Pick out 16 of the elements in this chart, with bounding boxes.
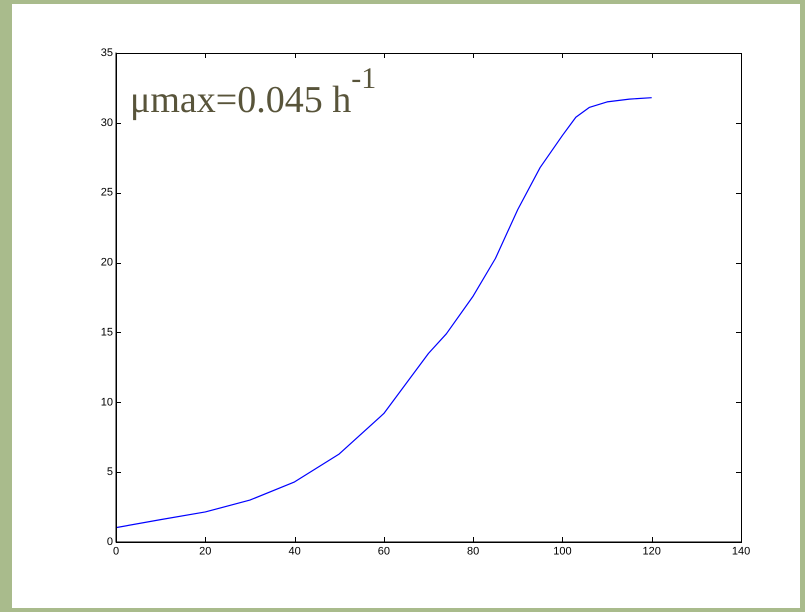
x-tick-label: 140: [732, 546, 750, 558]
annotation: μmax=0.045 h$^{-1}$: [130, 62, 376, 122]
x-tick-label: 80: [467, 546, 480, 558]
x-tick-label: 40: [288, 546, 301, 558]
y-tick-label: 0: [106, 536, 113, 548]
y-tick-label: 25: [100, 186, 113, 199]
y-tick-label: 5: [106, 466, 113, 478]
y-tick-label: 15: [100, 326, 113, 338]
x-tick-label: 120: [642, 546, 661, 558]
y-tick-label: 30: [100, 116, 113, 129]
x-tick-label: 20: [199, 546, 212, 558]
x-tick-label: 100: [553, 546, 572, 558]
y-tick-label: 10: [100, 396, 113, 408]
y-tick-label: 20: [100, 256, 113, 269]
x-tick-label: 60: [378, 546, 390, 558]
y-tick-label: 35: [100, 47, 113, 60]
